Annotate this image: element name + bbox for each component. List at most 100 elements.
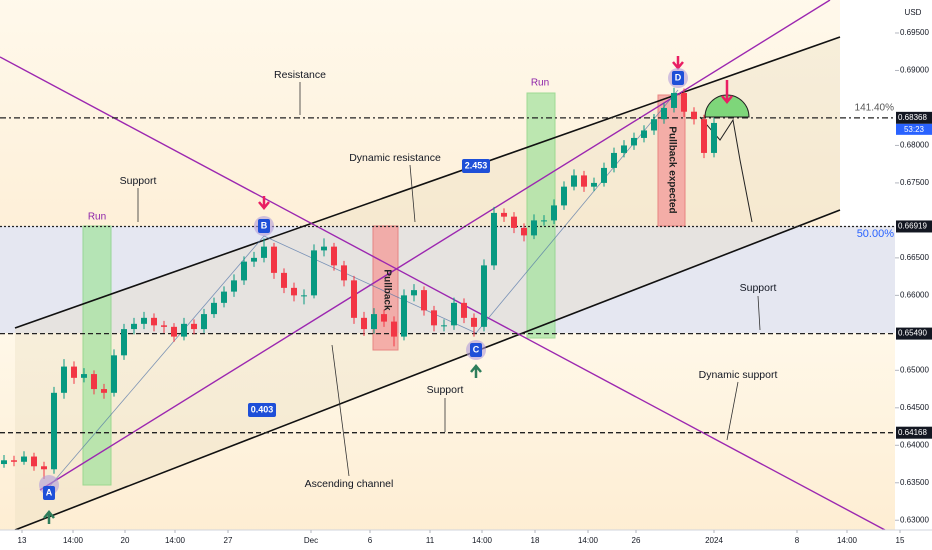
candle-body <box>421 290 427 311</box>
candle-body <box>361 317 367 330</box>
value-badge <box>462 159 490 173</box>
y-tick-label: 0.66000 <box>900 290 929 299</box>
candle-body <box>381 314 387 322</box>
candle-body <box>51 392 57 470</box>
candle-body <box>121 329 127 356</box>
candle-body <box>591 182 597 187</box>
candle-body <box>231 280 237 292</box>
level-label: 0.66919 <box>898 222 927 231</box>
candle-body <box>661 107 667 120</box>
abcd-path <box>48 89 679 488</box>
candle-body <box>181 323 187 337</box>
candle-body <box>331 246 337 266</box>
projection-arc <box>704 94 750 118</box>
arrow-down <box>258 196 270 210</box>
candle-body <box>271 246 277 273</box>
run-label: Run <box>88 212 106 223</box>
dynamic-resistance-line <box>0 56 886 531</box>
candle-body <box>601 167 607 183</box>
candle-body <box>11 460 17 462</box>
channel-upper <box>14 36 841 329</box>
x-tick-label: 8 <box>795 536 800 545</box>
x-tick-label: 20 <box>121 536 130 545</box>
candle-body <box>531 220 537 236</box>
value-label: 0.403 <box>251 404 274 414</box>
candle-body <box>401 295 407 337</box>
annotation: Support <box>427 384 464 396</box>
currency: USD <box>905 8 922 17</box>
candle-body <box>441 325 447 327</box>
candle-body <box>561 186 567 206</box>
level-tag <box>896 327 932 340</box>
arrow-up <box>470 364 482 378</box>
y-tick-label: 0.67500 <box>900 178 929 187</box>
candle-body <box>61 366 67 393</box>
candle-body <box>511 216 517 228</box>
candle-body <box>31 456 37 467</box>
annotation: Support <box>120 175 157 187</box>
candle-body <box>351 280 357 318</box>
x-tick-label: 14:00 <box>165 536 186 545</box>
dynamic-support-line <box>39 0 831 491</box>
candle-body <box>671 92 677 108</box>
candle-body <box>451 302 457 326</box>
candle-body <box>91 374 97 390</box>
annotation: Ascending channel <box>305 478 394 490</box>
candle-body <box>641 130 647 138</box>
y-tick-label: 0.66500 <box>900 253 929 262</box>
point-label: D <box>675 72 682 82</box>
run-box <box>82 225 112 486</box>
candle-body <box>191 323 197 330</box>
x-tick-label: 2024 <box>705 536 723 545</box>
candle-body <box>171 326 177 337</box>
candle-body <box>311 250 317 296</box>
y-tick-label: 0.63000 <box>900 515 929 524</box>
point-label: C <box>473 344 480 354</box>
run-box <box>526 92 556 339</box>
candle-body <box>281 272 287 288</box>
x-tick-label: 6 <box>368 536 373 545</box>
point-badge <box>258 219 270 233</box>
fib-label: 50.00% <box>857 228 895 240</box>
candle-body <box>131 323 137 330</box>
candle-body <box>481 265 487 327</box>
candle-body <box>201 314 207 330</box>
candle-body <box>111 355 117 393</box>
x-tick-label: 14:00 <box>837 536 858 545</box>
countdown: 53:23 <box>904 125 925 134</box>
candle-body <box>371 314 377 330</box>
x-tick-label: 27 <box>224 536 233 545</box>
run-label: Run <box>531 78 549 89</box>
y-tick-label: 0.65000 <box>900 365 929 374</box>
level-tag <box>896 220 932 233</box>
y-tick-label: 0.69500 <box>900 28 929 37</box>
annotation: Dynamic resistance <box>349 152 441 164</box>
level-label: 0.64168 <box>898 428 927 437</box>
x-tick-label: Dec <box>304 536 318 545</box>
candle-body <box>431 310 437 326</box>
candle-body <box>81 374 87 378</box>
candle-body <box>391 321 397 337</box>
fib-label: 141.40% <box>855 103 895 114</box>
x-tick-label: 14:00 <box>578 536 599 545</box>
zone-upper <box>0 0 840 226</box>
point-label: A <box>46 487 53 497</box>
point-badge <box>43 486 55 500</box>
zone-range <box>0 226 895 333</box>
candle-body <box>291 287 297 296</box>
x-tick-label: 26 <box>632 536 641 545</box>
candle-body <box>141 317 147 324</box>
x-tick-label: 14:00 <box>63 536 84 545</box>
callout-lines <box>137 82 761 477</box>
candle-body <box>581 175 587 187</box>
candle-body <box>701 119 707 153</box>
candle-body <box>261 246 267 258</box>
annotation: Support <box>740 282 777 294</box>
candle-body <box>71 366 77 378</box>
y-tick-label: 0.64000 <box>900 440 929 449</box>
channel-lower <box>14 209 841 531</box>
candle-body <box>21 456 27 462</box>
x-tick-label: 18 <box>531 536 540 545</box>
candle-body <box>651 119 657 131</box>
value-badge <box>248 403 276 417</box>
